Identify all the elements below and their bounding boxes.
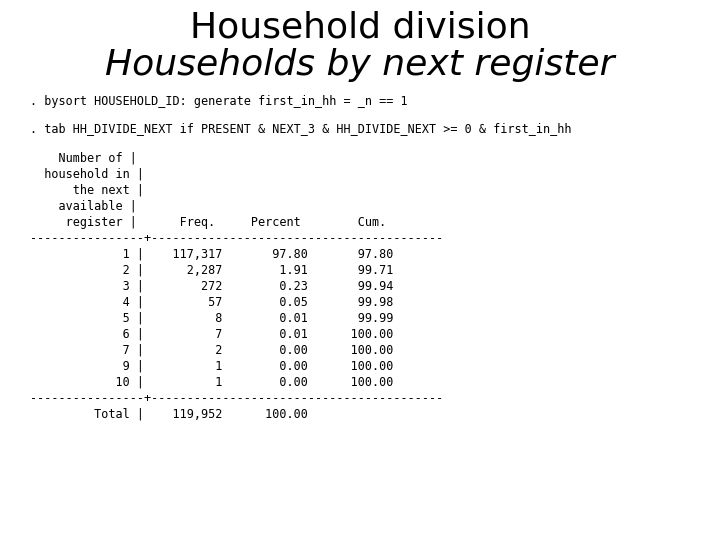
Text: Total |    119,952      100.00: Total | 119,952 100.00	[30, 408, 308, 421]
Text: 5 |          8        0.01       99.99: 5 | 8 0.01 99.99	[30, 312, 393, 325]
Text: Households by next register: Households by next register	[105, 48, 615, 82]
Text: 7 |          2        0.00      100.00: 7 | 2 0.00 100.00	[30, 344, 393, 357]
Text: 2 |      2,287        1.91       99.71: 2 | 2,287 1.91 99.71	[30, 264, 393, 277]
Text: . bysort HOUSEHOLD_ID: generate first_in_hh = _n == 1: . bysort HOUSEHOLD_ID: generate first_in…	[30, 95, 408, 108]
Text: 10 |          1        0.00      100.00: 10 | 1 0.00 100.00	[30, 376, 393, 389]
Text: 1 |    117,317       97.80       97.80: 1 | 117,317 97.80 97.80	[30, 248, 393, 261]
Text: Number of |: Number of |	[30, 152, 137, 165]
Text: 4 |         57        0.05       99.98: 4 | 57 0.05 99.98	[30, 296, 393, 309]
Text: the next |: the next |	[30, 184, 144, 197]
Text: register |      Freq.     Percent        Cum.: register | Freq. Percent Cum.	[30, 216, 386, 229]
Text: available |: available |	[30, 200, 137, 213]
Text: household in |: household in |	[30, 168, 144, 181]
Text: . tab HH_DIVIDE_NEXT if PRESENT & NEXT_3 & HH_DIVIDE_NEXT >= 0 & first_in_hh: . tab HH_DIVIDE_NEXT if PRESENT & NEXT_3…	[30, 122, 572, 135]
Text: 9 |          1        0.00      100.00: 9 | 1 0.00 100.00	[30, 360, 393, 373]
Text: 6 |          7        0.01      100.00: 6 | 7 0.01 100.00	[30, 328, 393, 341]
Text: ----------------+-----------------------------------------: ----------------+-----------------------…	[30, 232, 444, 245]
Text: ----------------+-----------------------------------------: ----------------+-----------------------…	[30, 392, 444, 405]
Text: 3 |        272        0.23       99.94: 3 | 272 0.23 99.94	[30, 280, 393, 293]
Text: Household division: Household division	[189, 10, 531, 44]
